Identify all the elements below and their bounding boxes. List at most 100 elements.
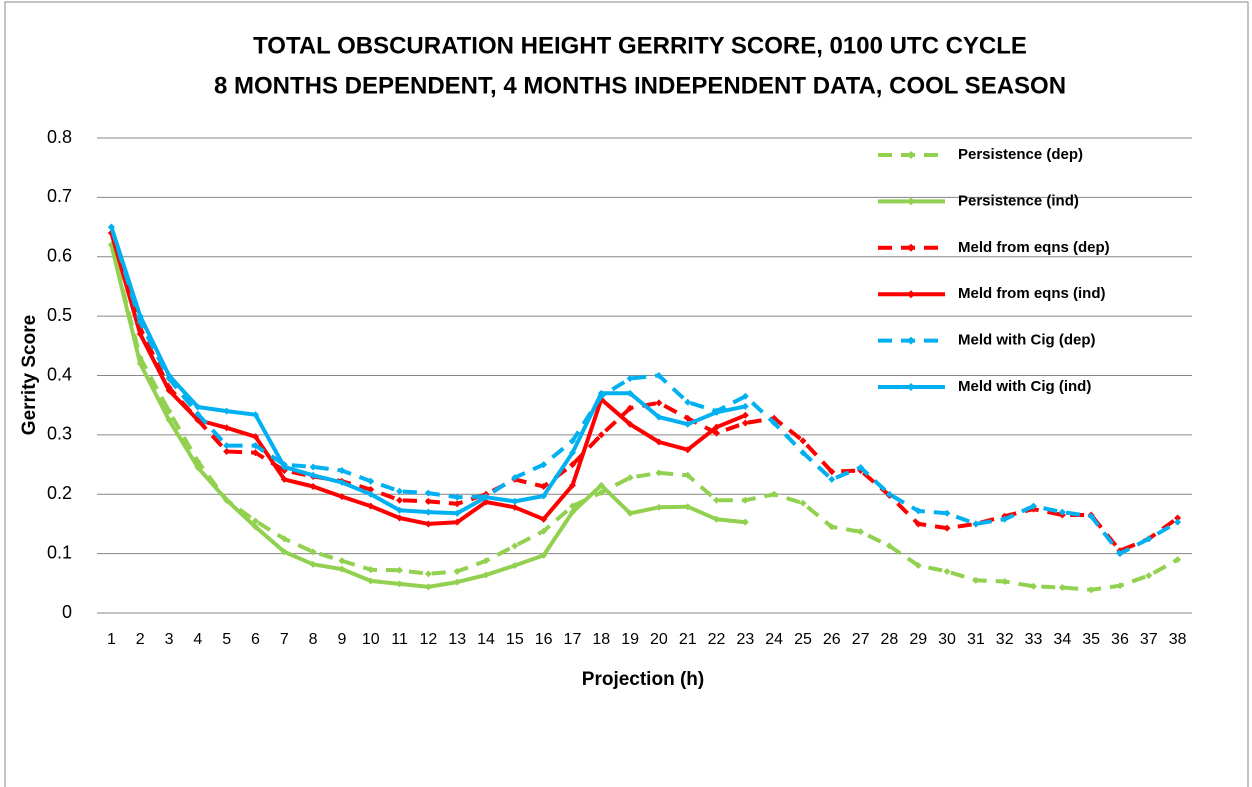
- data-point: [424, 583, 432, 591]
- x-tick-label: 21: [679, 631, 697, 648]
- data-point: [251, 442, 259, 450]
- data-point: [251, 411, 259, 419]
- data-point: [453, 493, 461, 501]
- data-point: [367, 577, 375, 585]
- data-point: [684, 503, 692, 511]
- data-point: [741, 496, 749, 504]
- data-point: [338, 478, 346, 486]
- x-tick-label: 18: [592, 631, 610, 648]
- data-point: [1116, 550, 1124, 558]
- x-tick-label: 27: [852, 631, 870, 648]
- data-point: [396, 506, 404, 514]
- data-point: [396, 514, 404, 522]
- data-point: [338, 557, 346, 565]
- data-point: [367, 490, 375, 498]
- legend-marker: [907, 383, 915, 391]
- x-tick-label: 2: [136, 631, 145, 648]
- data-point: [655, 469, 663, 477]
- data-point: [713, 423, 721, 431]
- x-tick-label: 3: [165, 631, 174, 648]
- y-tick-label: 0.6: [47, 246, 72, 266]
- data-point: [280, 535, 288, 543]
- data-point: [396, 566, 404, 574]
- x-tick-label: 26: [823, 631, 841, 648]
- data-point: [799, 437, 807, 445]
- data-point: [540, 492, 548, 500]
- data-point: [280, 463, 288, 471]
- x-axis-label: Projection (h): [582, 669, 704, 690]
- data-point: [713, 429, 721, 437]
- data-point: [741, 419, 749, 427]
- data-point: [540, 483, 548, 491]
- data-point: [568, 461, 576, 469]
- data-point: [568, 449, 576, 457]
- x-tick-label: 22: [708, 631, 726, 648]
- data-point: [424, 508, 432, 516]
- data-point: [223, 442, 231, 450]
- data-point: [684, 446, 692, 454]
- x-tick-label: 14: [477, 631, 495, 648]
- data-point: [338, 493, 346, 501]
- data-point: [914, 520, 922, 528]
- legend-label: Persistence (dep): [958, 146, 1083, 163]
- data-point: [597, 431, 605, 439]
- x-tick-label: 20: [650, 631, 668, 648]
- legend-label: Persistence (ind): [958, 192, 1079, 209]
- data-point: [597, 488, 605, 496]
- data-point: [540, 461, 548, 469]
- data-point: [1116, 582, 1124, 590]
- data-point: [626, 509, 634, 517]
- data-point: [453, 509, 461, 517]
- data-point: [1001, 578, 1009, 586]
- data-point: [309, 548, 317, 556]
- y-axis-label: Gerrity Score: [19, 315, 40, 435]
- x-tick-label: 28: [881, 631, 899, 648]
- y-tick-label: 0.5: [47, 305, 72, 325]
- data-point: [684, 398, 692, 406]
- data-point: [424, 497, 432, 505]
- data-point: [943, 567, 951, 575]
- data-point: [741, 392, 749, 400]
- data-point: [684, 414, 692, 422]
- data-point: [136, 312, 144, 320]
- data-point: [914, 562, 922, 569]
- x-tick-label: 31: [967, 631, 985, 648]
- data-point: [1030, 502, 1038, 510]
- chart-title: TOTAL OBSCURATION HEIGHT GERRITY SCORE, …: [253, 32, 1027, 59]
- data-point: [367, 477, 375, 485]
- data-point: [309, 483, 317, 491]
- data-point: [972, 576, 980, 584]
- data-point: [453, 567, 461, 575]
- x-tick-label: 19: [621, 631, 639, 648]
- data-point: [684, 471, 692, 479]
- data-point: [453, 500, 461, 508]
- data-point: [424, 520, 432, 528]
- data-point: [626, 474, 634, 482]
- legend-marker: [907, 243, 915, 252]
- data-point: [396, 496, 404, 504]
- data-point: [396, 580, 404, 588]
- data-point: [799, 499, 807, 507]
- data-point: [568, 437, 576, 445]
- legend-marker: [907, 290, 915, 299]
- x-tick-label: 36: [1111, 631, 1129, 648]
- x-tick-label: 10: [362, 631, 380, 648]
- data-point: [1058, 583, 1066, 591]
- data-point: [597, 481, 605, 489]
- data-point: [655, 372, 663, 379]
- data-point: [741, 518, 749, 526]
- legend-label: Meld from eqns (dep): [958, 239, 1110, 256]
- data-point: [251, 523, 259, 531]
- data-point: [1058, 508, 1066, 516]
- x-tick-label: 16: [535, 631, 553, 648]
- series-line: [109, 226, 1179, 556]
- legend-marker: [907, 197, 915, 206]
- data-point: [626, 389, 634, 397]
- x-tick-label: 13: [448, 631, 466, 648]
- y-tick-label: 0.8: [47, 127, 72, 147]
- data-point: [943, 524, 951, 532]
- x-tick-label: 25: [794, 631, 812, 648]
- data-point: [655, 413, 663, 421]
- data-point: [1030, 582, 1038, 590]
- data-point: [540, 551, 548, 559]
